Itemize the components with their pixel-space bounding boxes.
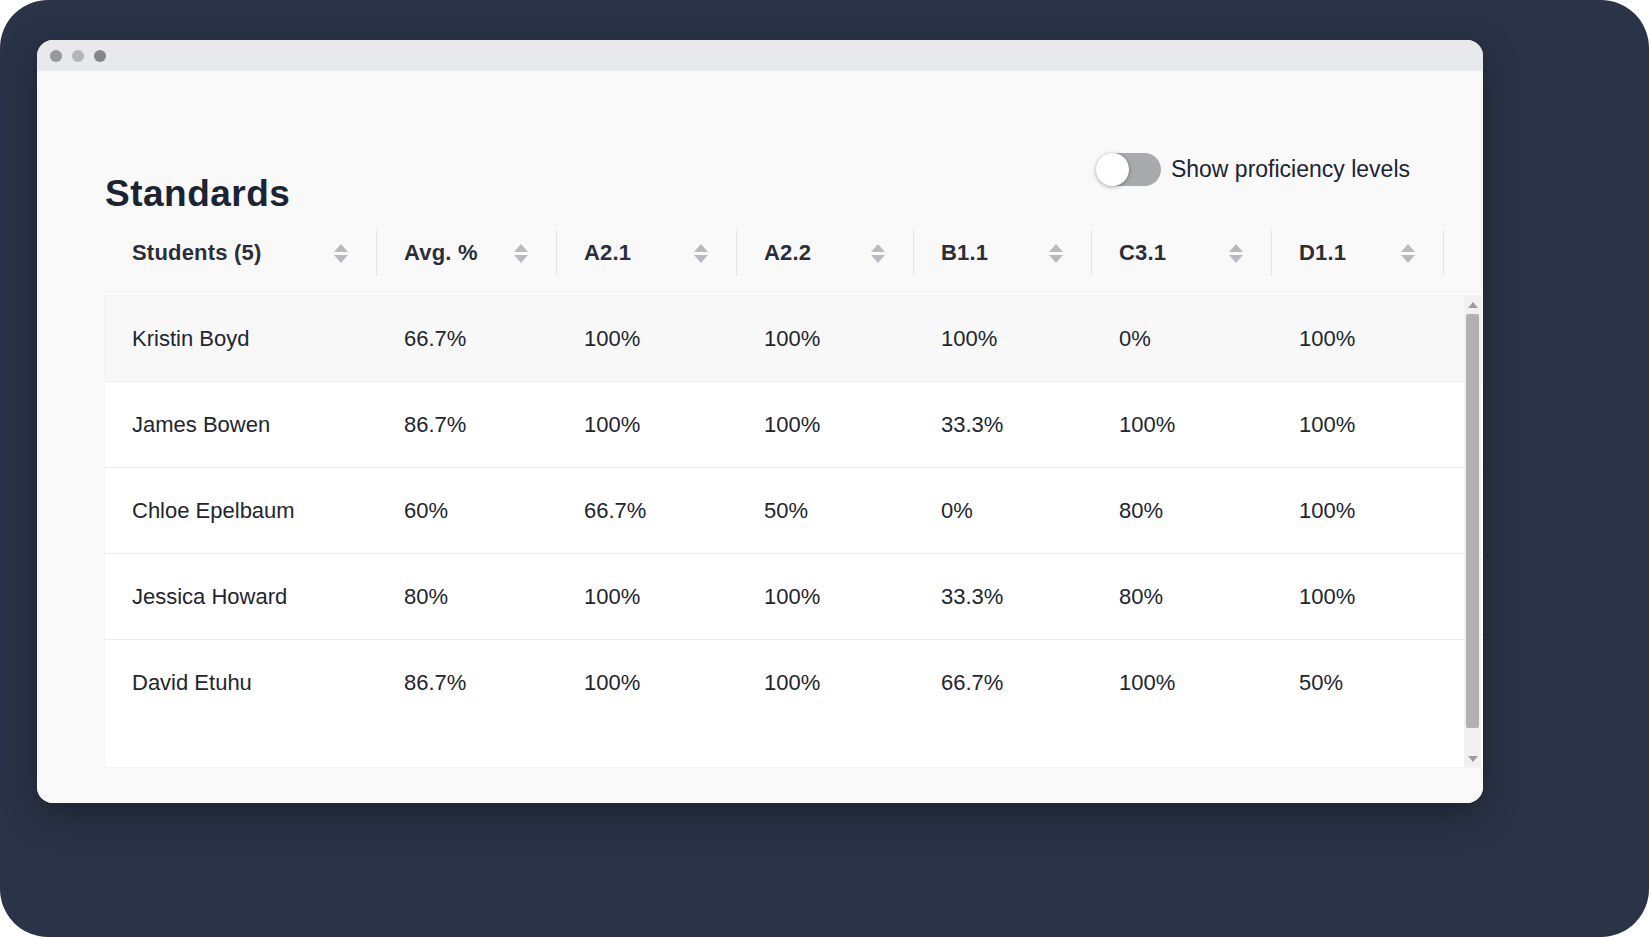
window-titlebar	[37, 40, 1483, 71]
score-cell: 100%	[557, 670, 737, 696]
page-content: Standards Show proficiency levels Studen…	[37, 71, 1483, 803]
app-frame: Standards Show proficiency levels Studen…	[0, 0, 1649, 937]
scrollbar-thumb[interactable]	[1466, 314, 1479, 728]
score-cell: 100%	[1092, 412, 1272, 438]
scroll-up-icon	[1468, 302, 1478, 308]
column-header-avg[interactable]: Avg. %	[377, 230, 557, 276]
window-control-dot-3[interactable]	[94, 50, 106, 62]
column-header-label: B1.1	[941, 240, 988, 266]
column-header-label: C3.1	[1119, 240, 1166, 266]
sort-desc-arrow	[334, 255, 348, 263]
vertical-scrollbar[interactable]	[1464, 296, 1481, 767]
sort-icon[interactable]	[334, 244, 348, 263]
table-header-row: Students (5) Avg. % A2.1 A2.2 B1.1 C3.1 D1.1	[105, 225, 1483, 281]
score-cell: 33.3%	[914, 584, 1092, 610]
score-cell: 0%	[1092, 326, 1272, 352]
scroll-up-button[interactable]	[1464, 296, 1481, 313]
score-cell: 100%	[557, 412, 737, 438]
column-header-b1-1[interactable]: B1.1	[914, 230, 1092, 276]
score-cell: 100%	[1272, 326, 1483, 352]
table-body-card: Kristin Boyd66.7%100%100%100%0%100%James…	[105, 296, 1483, 767]
score-cell: 80%	[1092, 584, 1272, 610]
table-row[interactable]: Chloe Epelbaum60%66.7%50%0%80%100%	[105, 468, 1483, 554]
column-header-label: A2.1	[584, 240, 631, 266]
sort-icon[interactable]	[1049, 244, 1063, 263]
column-header-label: Avg. %	[404, 240, 478, 266]
column-header-label: D1.1	[1299, 240, 1346, 266]
score-cell: 50%	[737, 498, 914, 524]
sort-asc-arrow	[514, 244, 528, 252]
column-header-d1-1[interactable]: D1.1	[1272, 230, 1444, 276]
table-row[interactable]: Jessica Howard80%100%100%33.3%80%100%	[105, 554, 1483, 640]
sort-icon[interactable]	[694, 244, 708, 263]
column-header-a2-2[interactable]: A2.2	[737, 230, 914, 276]
sort-asc-arrow	[1049, 244, 1063, 252]
sort-icon[interactable]	[1229, 244, 1243, 263]
score-cell: 33.3%	[914, 412, 1092, 438]
score-cell: 100%	[1272, 412, 1483, 438]
score-cell: 100%	[737, 412, 914, 438]
score-cell: 100%	[1092, 670, 1272, 696]
show-proficiency-toggle[interactable]	[1097, 153, 1161, 186]
sort-desc-arrow	[514, 255, 528, 263]
student-name-cell: David Etuhu	[105, 670, 377, 696]
toggle-label: Show proficiency levels	[1171, 156, 1410, 183]
score-cell: 66.7%	[914, 670, 1092, 696]
student-name-cell: Jessica Howard	[105, 584, 377, 610]
score-cell: 80%	[1092, 498, 1272, 524]
score-cell: 100%	[914, 326, 1092, 352]
sort-desc-arrow	[1229, 255, 1243, 263]
sort-desc-arrow	[1401, 255, 1415, 263]
scroll-down-button[interactable]	[1464, 750, 1481, 767]
score-cell: 100%	[557, 326, 737, 352]
sort-asc-arrow	[694, 244, 708, 252]
score-cell: 86.7%	[377, 670, 557, 696]
sort-icon[interactable]	[514, 244, 528, 263]
sort-desc-arrow	[1049, 255, 1063, 263]
score-cell: 60%	[377, 498, 557, 524]
sort-asc-arrow	[1401, 244, 1415, 252]
window-control-dot-1[interactable]	[50, 50, 62, 62]
table-row[interactable]: James Bowen86.7%100%100%33.3%100%100%	[105, 382, 1483, 468]
column-header-label: Students (5)	[132, 240, 262, 266]
column-header-students-5[interactable]: Students (5)	[105, 230, 377, 276]
score-cell: 86.7%	[377, 412, 557, 438]
student-name-cell: Chloe Epelbaum	[105, 498, 377, 524]
student-name-cell: Kristin Boyd	[105, 326, 377, 352]
score-cell: 100%	[737, 584, 914, 610]
proficiency-toggle-group: Show proficiency levels	[1097, 152, 1410, 186]
column-header-label: A2.2	[764, 240, 811, 266]
score-cell: 80%	[377, 584, 557, 610]
window-control-dot-2[interactable]	[72, 50, 84, 62]
sort-icon[interactable]	[871, 244, 885, 263]
page-title: Standards	[105, 173, 290, 215]
score-cell: 100%	[1272, 584, 1483, 610]
sort-asc-arrow	[1229, 244, 1243, 252]
score-cell: 100%	[737, 326, 914, 352]
sort-icon[interactable]	[1401, 244, 1415, 263]
sort-desc-arrow	[871, 255, 885, 263]
toggle-knob[interactable]	[1096, 153, 1129, 186]
score-cell: 0%	[914, 498, 1092, 524]
score-cell: 100%	[557, 584, 737, 610]
student-name-cell: James Bowen	[105, 412, 377, 438]
sort-asc-arrow	[334, 244, 348, 252]
score-cell: 50%	[1272, 670, 1483, 696]
score-cell: 100%	[1272, 498, 1483, 524]
scroll-down-icon	[1468, 756, 1478, 762]
score-cell: 66.7%	[557, 498, 737, 524]
score-cell: 100%	[737, 670, 914, 696]
column-header-c3-1[interactable]: C3.1	[1092, 230, 1272, 276]
sort-asc-arrow	[871, 244, 885, 252]
score-cell: 66.7%	[377, 326, 557, 352]
browser-window: Standards Show proficiency levels Studen…	[37, 40, 1483, 803]
table-row[interactable]: Kristin Boyd66.7%100%100%100%0%100%	[105, 296, 1483, 382]
table-row[interactable]: David Etuhu86.7%100%100%66.7%100%50%	[105, 640, 1483, 726]
sort-desc-arrow	[694, 255, 708, 263]
column-header-a2-1[interactable]: A2.1	[557, 230, 737, 276]
